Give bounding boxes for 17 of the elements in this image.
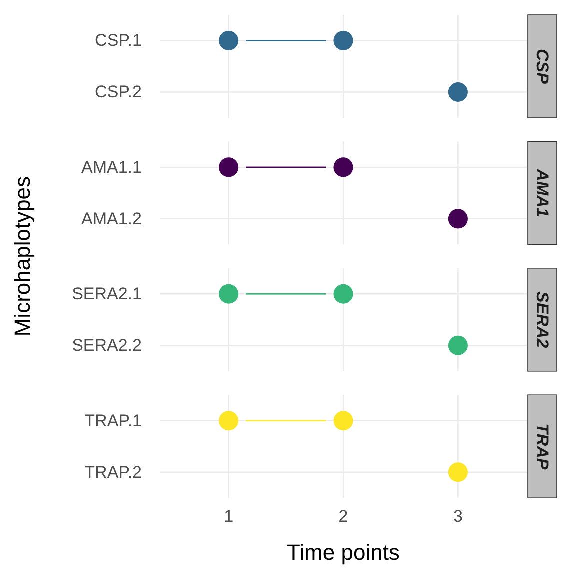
x-tick-label: 3: [453, 507, 463, 526]
y-tick-label: AMA1.1: [82, 158, 142, 177]
text: SERA2: [533, 292, 552, 349]
y-tick-label: TRAP.2: [84, 462, 142, 482]
x-tick-label: 2: [338, 507, 348, 526]
y-tick-label: AMA1.2: [82, 209, 142, 228]
x-tick-label: 1: [224, 507, 234, 526]
y-tick-label: CSP.2: [95, 82, 142, 102]
text: AMA1: [533, 168, 552, 218]
y-axis-title: Microhaplotypes: [10, 176, 35, 337]
text: CSP: [533, 49, 552, 85]
y-tick-label: SERA2.1: [72, 284, 142, 304]
y-tick-label: SERA2.2: [72, 336, 142, 356]
text: TRAP: [533, 423, 552, 470]
y-tick-label: CSP.1: [95, 31, 142, 50]
x-axis-title: Time points: [287, 540, 400, 565]
y-tick-label: TRAP.1: [84, 411, 142, 430]
